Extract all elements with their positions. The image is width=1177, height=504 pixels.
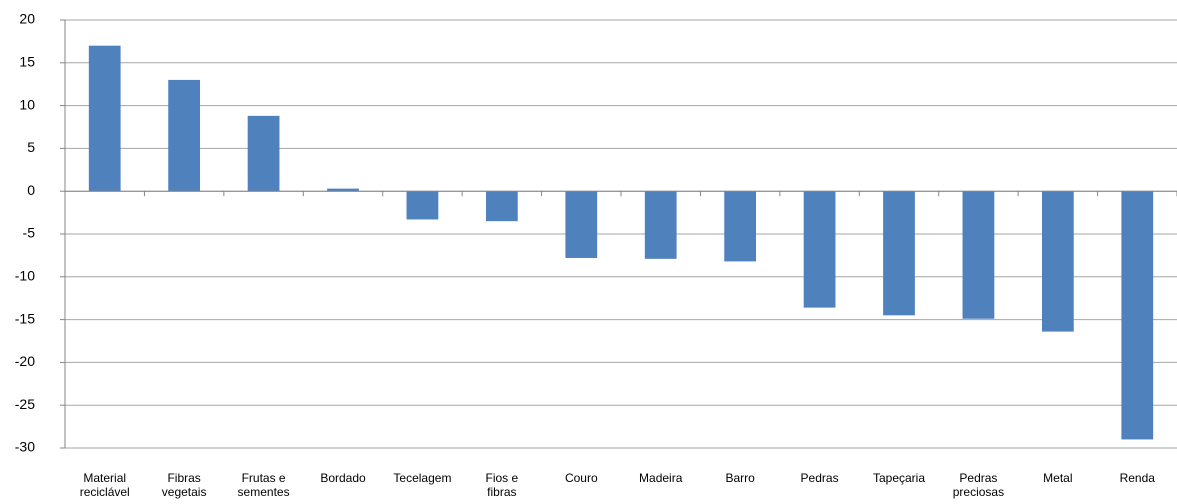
x-tick-label: Frutas e sementes [238, 471, 290, 499]
x-tick-label: Tapeçaria [873, 471, 925, 485]
y-tick-label: 20 [19, 11, 35, 27]
y-tick-label: -20 [15, 353, 35, 369]
x-tick-label: Fibras vegetais [162, 471, 207, 499]
y-tick-label: 10 [19, 96, 35, 112]
bar [406, 191, 439, 220]
bar [1041, 191, 1074, 332]
x-tick-label: Couro [565, 471, 598, 485]
x-tick-label: Material reciclável [80, 471, 130, 499]
bar [565, 191, 598, 258]
x-tick-label: Fios e fibras [486, 471, 519, 499]
x-tick-label: Metal [1043, 471, 1072, 485]
bar [644, 191, 677, 259]
y-tick-label: -15 [15, 310, 35, 326]
x-tick-label: Barro [725, 471, 755, 485]
y-tick-label: -30 [15, 439, 35, 455]
y-tick-label: 5 [27, 139, 35, 155]
bar [883, 191, 915, 316]
bar [247, 115, 280, 192]
bar [724, 191, 757, 262]
x-tick-label: Tecelagem [393, 471, 451, 485]
x-tick-label: Madeira [639, 471, 683, 485]
bar [168, 79, 201, 192]
x-tick-label: Pedras [801, 471, 839, 485]
y-tick-label: 15 [19, 54, 35, 70]
bar [327, 188, 359, 192]
x-tick-label: Renda [1120, 471, 1156, 485]
x-tick-label: Pedras preciosas [953, 471, 1004, 499]
y-tick-label: 0 [27, 182, 35, 198]
y-tick-label: -25 [15, 396, 35, 412]
bar [962, 191, 995, 319]
bar [88, 45, 121, 192]
bar [803, 191, 836, 308]
bar [485, 191, 518, 222]
bar [1121, 191, 1154, 440]
x-tick-label: Bordado [320, 471, 366, 485]
y-tick-label: -5 [23, 225, 36, 241]
y-tick-label: -10 [15, 268, 35, 284]
